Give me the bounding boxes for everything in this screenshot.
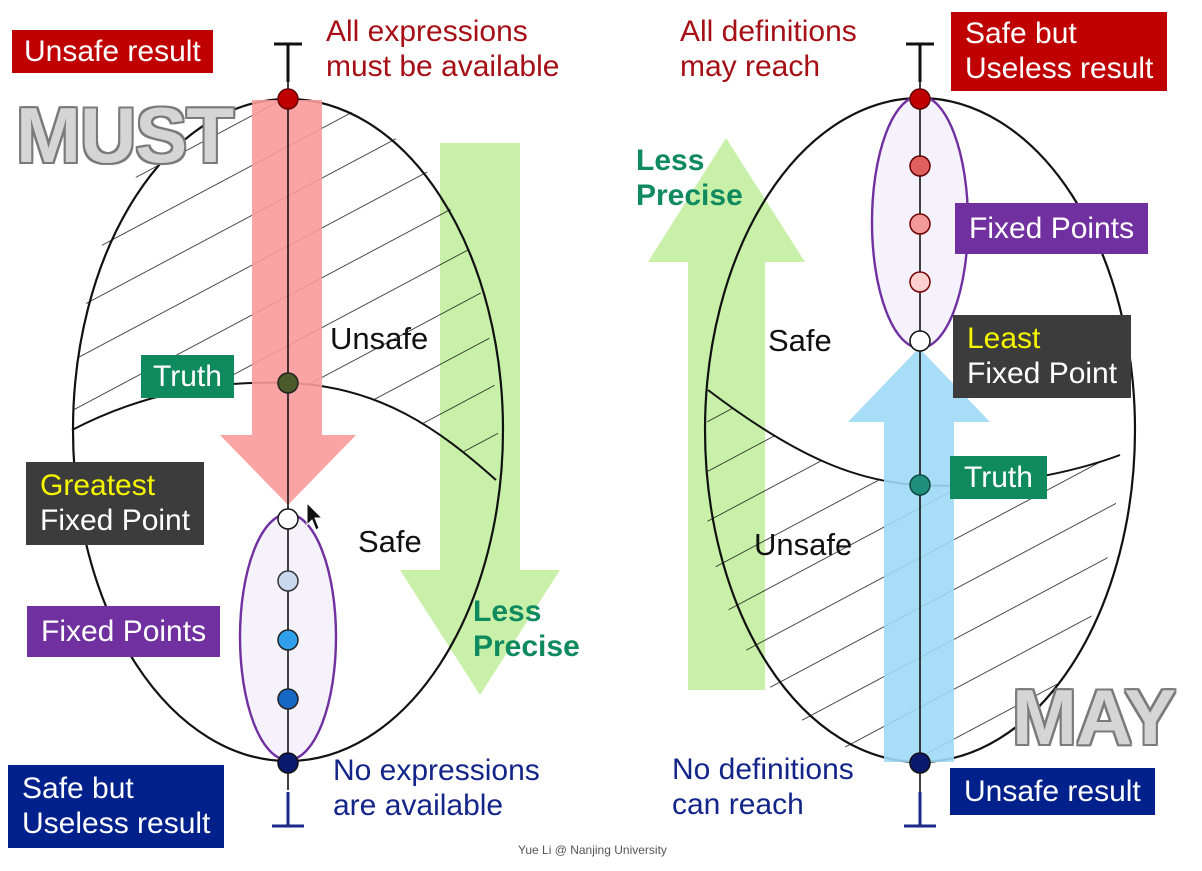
may-top-node bbox=[909, 88, 931, 110]
may-useless-line-1: Safe but bbox=[965, 17, 1077, 50]
must-unsafe-result-label: Unsafe result bbox=[12, 30, 213, 74]
must-greatest-fp-label: Greatest Fixed Point bbox=[26, 462, 205, 545]
may-bottom-note-line-2: can reach bbox=[672, 788, 804, 822]
must-top-node bbox=[277, 88, 299, 110]
must-bottom-node bbox=[277, 752, 299, 774]
must-fixed-point-word: Fixed Point bbox=[40, 504, 191, 538]
must-less-word: Less bbox=[473, 595, 542, 628]
may-region-unsafe: Unsafe bbox=[754, 527, 853, 562]
must-top-note-line-1: All expressions bbox=[326, 15, 528, 48]
must-fp-node-3 bbox=[277, 629, 299, 651]
may-bottom-node bbox=[909, 752, 931, 774]
may-truth-label: Truth bbox=[950, 456, 1047, 500]
must-region-unsafe: Unsafe bbox=[330, 321, 429, 356]
must-bottom-note-line-2: are available bbox=[333, 789, 504, 823]
must-useless-result-label: Safe but Useless result bbox=[8, 765, 225, 848]
must-greatest-word: Greatest bbox=[40, 469, 156, 502]
must-title: MUST bbox=[16, 91, 234, 179]
must-bottom-note-line-1: No expressions bbox=[333, 754, 540, 787]
may-unsafe-result-label: Unsafe result bbox=[950, 768, 1155, 816]
may-top-note: All definitions may reach bbox=[680, 14, 857, 85]
must-top-note: All expressions must be available bbox=[326, 14, 559, 85]
may-title: MAY bbox=[1012, 673, 1176, 761]
must-truth-node bbox=[277, 372, 299, 394]
must-less-precise-label: Less Precise bbox=[473, 594, 580, 665]
must-region-safe: Safe bbox=[358, 524, 422, 559]
must-greatest-fp-node bbox=[277, 508, 299, 530]
must-useless-line-1: Safe but bbox=[22, 772, 134, 805]
may-fp-node-3 bbox=[909, 271, 931, 293]
may-top-note-line-2: may reach bbox=[680, 50, 821, 84]
may-panel bbox=[648, 42, 1137, 828]
may-less-precise-label: Less Precise bbox=[636, 143, 743, 214]
may-iteration-arrow bbox=[848, 348, 990, 762]
mouse-cursor-icon bbox=[306, 501, 324, 531]
must-fp-node-2 bbox=[277, 570, 299, 592]
may-bottom-note-line-1: No definitions bbox=[672, 753, 854, 786]
may-fixed-points-label: Fixed Points bbox=[955, 203, 1149, 255]
may-least-fp-node bbox=[909, 330, 931, 352]
must-useless-line-2: Useless result bbox=[22, 807, 211, 841]
must-truth-label: Truth bbox=[141, 355, 234, 399]
footer-credit: Yue Li @ Nanjing University bbox=[518, 843, 667, 857]
must-fp-node-4 bbox=[277, 688, 299, 710]
may-region-safe: Safe bbox=[768, 323, 832, 358]
may-bottom-note: No definitions can reach bbox=[672, 752, 854, 823]
may-precise-word: Precise bbox=[636, 179, 743, 213]
may-top-note-line-1: All definitions bbox=[680, 15, 857, 48]
must-bottom-note: No expressions are available bbox=[333, 753, 540, 824]
may-less-word: Less bbox=[636, 144, 705, 177]
may-useless-line-2: Useless result bbox=[965, 52, 1154, 86]
must-precise-word: Precise bbox=[473, 630, 580, 664]
may-least-word: Least bbox=[967, 322, 1041, 355]
may-fp-node-1 bbox=[909, 155, 931, 177]
must-fixed-points-label: Fixed Points bbox=[27, 606, 221, 658]
may-truth-node bbox=[909, 474, 931, 496]
must-panel bbox=[71, 42, 560, 828]
may-fixed-point-word: Fixed Point bbox=[967, 357, 1118, 391]
may-least-fp-label: Least Fixed Point bbox=[953, 315, 1132, 398]
may-fp-node-2 bbox=[909, 213, 931, 235]
must-top-note-line-2: must be available bbox=[326, 50, 560, 84]
may-useless-result-label: Safe but Useless result bbox=[951, 12, 1168, 91]
